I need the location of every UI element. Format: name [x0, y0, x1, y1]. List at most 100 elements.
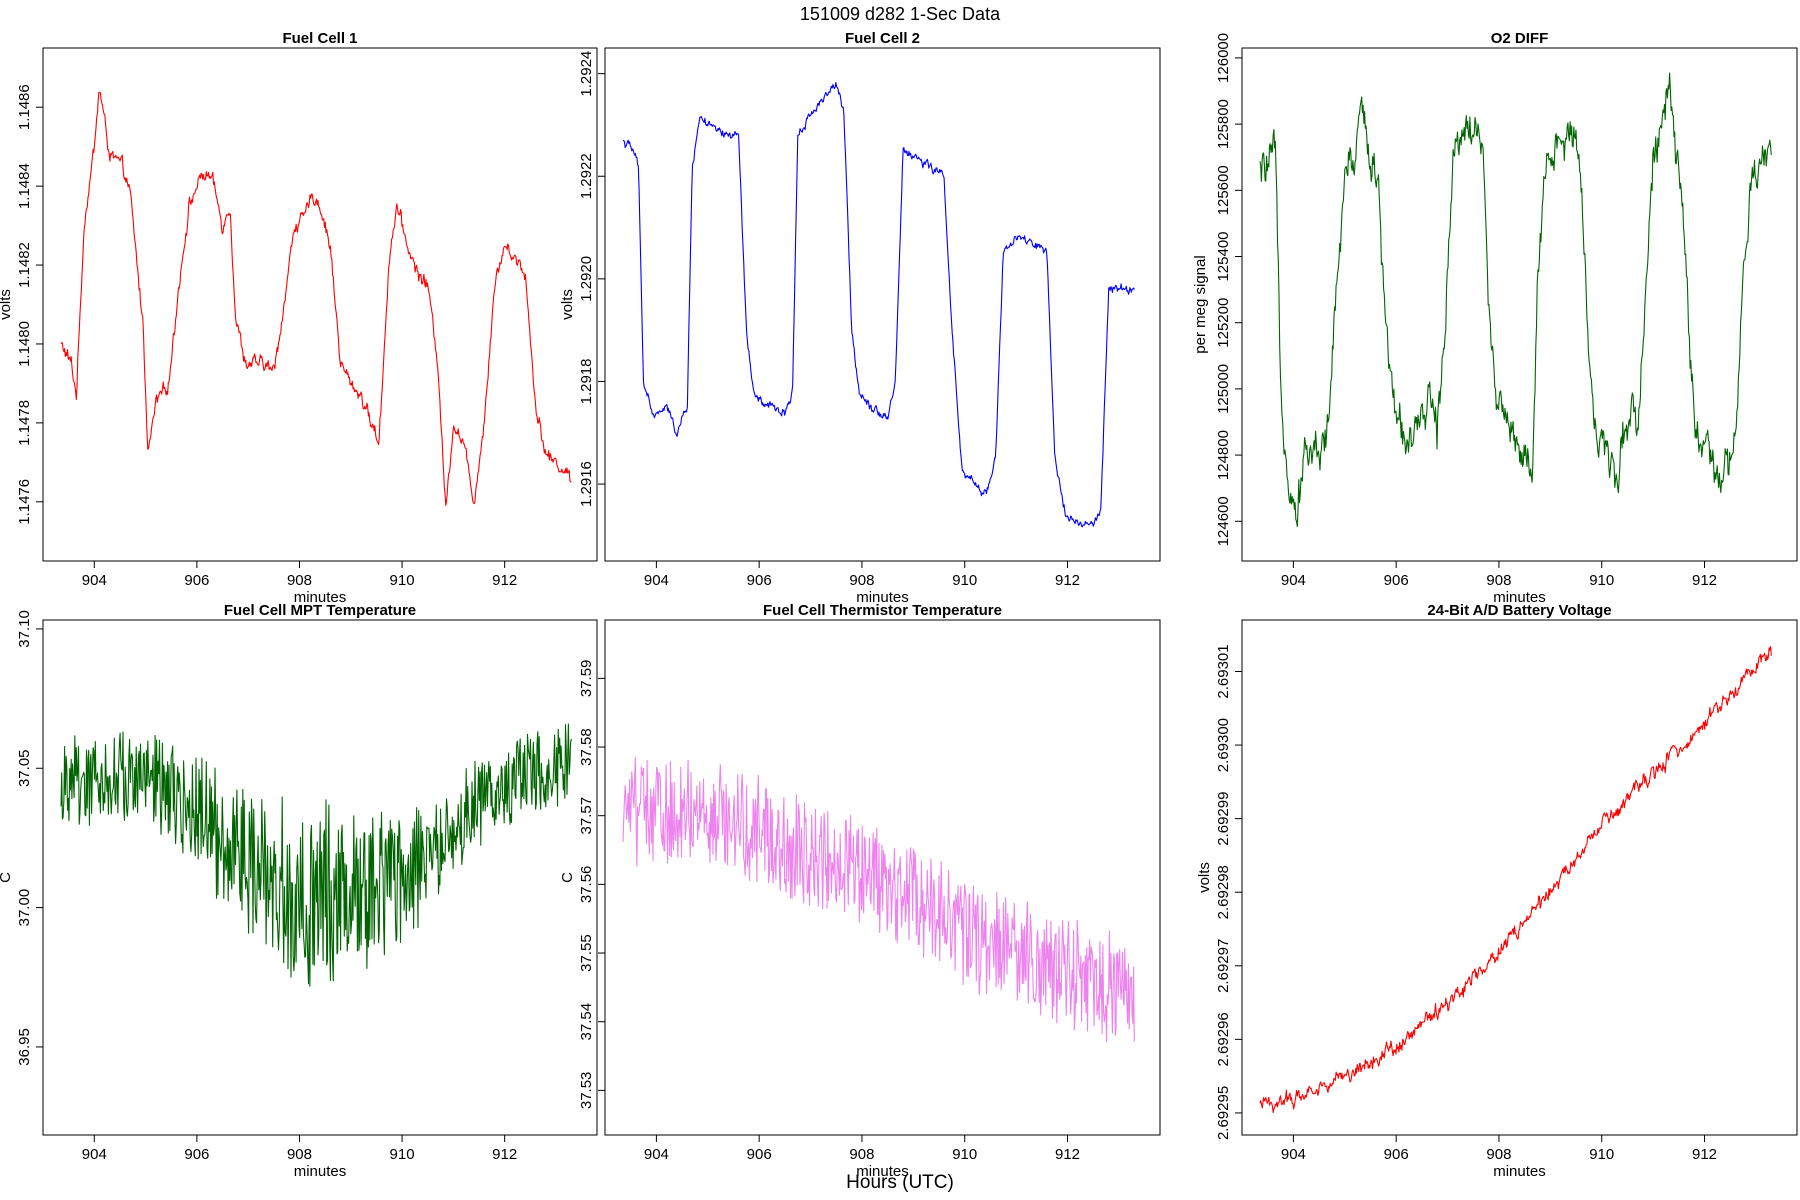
x-tick-label: 910 [1589, 572, 1614, 589]
panel-2: Fuel Cell 2 904 906 908 910 912 minutes 1.2916 1… [559, 30, 1161, 606]
panel-title: Fuel Cell 1 [282, 30, 357, 47]
x-tick-label: 912 [1055, 572, 1080, 589]
y-tick-label: 2.69295 [1215, 1086, 1232, 1140]
y-tick-label: 125400 [1215, 231, 1232, 281]
panel-3: O2 DIFF 904 906 908 910 912 minutes 124600 12480… [1192, 30, 1798, 606]
plot-frame [1241, 47, 1798, 562]
x-tick-label: 906 [747, 1146, 772, 1163]
y-tick-label: 37.57 [578, 797, 595, 835]
y-tick-label: 125800 [1215, 99, 1232, 149]
y-tick-label: 2.69301 [1215, 644, 1232, 698]
y-tick-label: 124600 [1215, 496, 1232, 546]
panel-title: O2 DIFF [1491, 30, 1549, 47]
x-axis-label: minutes [294, 589, 347, 606]
plot-frame [604, 47, 1161, 562]
series-line [1259, 646, 1772, 1114]
y-tick-label: 37.05 [16, 749, 33, 787]
x-tick-label: 906 [1384, 1146, 1409, 1163]
x-tick-label: 904 [82, 1146, 107, 1163]
x-tick-label: 908 [1486, 1146, 1511, 1163]
y-tick-label: 1.1476 [16, 479, 33, 525]
y-tick-label: 1.1486 [16, 84, 33, 130]
y-tick-label: 1.2924 [578, 51, 595, 97]
plot-frame [42, 619, 598, 1136]
x-tick-label: 906 [1384, 572, 1409, 589]
y-tick-label: 1.1482 [16, 242, 33, 288]
panel-4: Fuel Cell MPT Temperature 904 906 908 910 912… [0, 602, 598, 1180]
x-tick-label: 910 [952, 1146, 977, 1163]
panel-1: Fuel Cell 1 904 906 908 910 912 minutes 1.1476 1… [0, 30, 598, 606]
panel-title: 24-Bit A/D Battery Voltage [1427, 602, 1611, 619]
x-tick-label: 908 [849, 1146, 874, 1163]
x-tick-label: 910 [1589, 1146, 1614, 1163]
panel-title: Fuel Cell Thermistor Temperature [763, 602, 1002, 619]
panel-6: 24-Bit A/D Battery Voltage 904 906 908 910 91… [1196, 602, 1798, 1180]
y-tick-label: 2.69298 [1215, 865, 1232, 919]
x-tick-label: 906 [184, 572, 209, 589]
x-tick-label: 912 [492, 1146, 517, 1163]
y-tick-label: 126000 [1215, 33, 1232, 83]
y-tick-label: 1.2920 [578, 256, 595, 302]
y-tick-label: 1.1480 [16, 321, 33, 367]
y-tick-label: 1.2922 [578, 153, 595, 199]
figure-title: 151009 d282 1-Sec Data [800, 4, 1001, 24]
y-tick-label: 37.53 [578, 1072, 595, 1110]
series-line [622, 756, 1135, 1043]
y-tick-label: 1.2918 [578, 359, 595, 405]
y-tick-label: 125200 [1215, 298, 1232, 348]
y-tick-label: 37.10 [16, 610, 33, 648]
y-axis-label: volts [1196, 862, 1213, 893]
x-tick-label: 912 [1692, 1146, 1717, 1163]
x-tick-label: 904 [644, 572, 669, 589]
x-tick-label: 906 [747, 572, 772, 589]
y-tick-label: 36.95 [16, 1028, 33, 1066]
plot-frame [1241, 619, 1798, 1136]
x-tick-label: 904 [1281, 572, 1306, 589]
plot-frame [42, 47, 598, 562]
x-tick-label: 910 [952, 572, 977, 589]
x-tick-label: 904 [1281, 1146, 1306, 1163]
series-line [60, 723, 572, 987]
series-line [60, 91, 572, 506]
x-tick-label: 910 [390, 1146, 415, 1163]
x-tick-label: 912 [492, 572, 517, 589]
x-tick-label: 912 [1055, 1146, 1080, 1163]
x-tick-label: 908 [287, 572, 312, 589]
figure-xlabel: Hours (UTC) [846, 1172, 954, 1193]
y-axis-label: C [0, 872, 14, 883]
y-tick-label: 37.59 [578, 660, 595, 698]
y-tick-label: 37.55 [578, 934, 595, 972]
series-line [623, 82, 1135, 528]
panel-title: Fuel Cell MPT Temperature [224, 602, 416, 619]
x-tick-label: 908 [287, 1146, 312, 1163]
x-tick-label: 904 [82, 572, 107, 589]
x-tick-label: 904 [644, 1146, 669, 1163]
series-line [1259, 72, 1772, 528]
x-axis-label: minutes [856, 589, 909, 606]
plot-frame [604, 619, 1161, 1136]
y-axis-label: volts [0, 289, 14, 320]
y-axis-label: volts [559, 289, 576, 320]
y-tick-label: 2.69296 [1215, 1012, 1232, 1066]
y-tick-label: 37.00 [16, 889, 33, 927]
x-tick-label: 910 [390, 572, 415, 589]
y-tick-label: 124800 [1215, 430, 1232, 480]
x-tick-label: 906 [184, 1146, 209, 1163]
y-tick-label: 37.54 [578, 1003, 595, 1041]
x-axis-label: minutes [1493, 1163, 1546, 1180]
x-tick-label: 908 [849, 572, 874, 589]
y-tick-label: 1.2916 [578, 461, 595, 507]
x-axis-label: minutes [856, 1163, 909, 1180]
panel-title: Fuel Cell 2 [845, 30, 920, 47]
y-tick-label: 2.69300 [1215, 718, 1232, 772]
x-tick-label: 908 [1486, 572, 1511, 589]
y-tick-label: 1.1478 [16, 400, 33, 446]
x-axis-label: minutes [1493, 589, 1546, 606]
y-tick-label: 125000 [1215, 364, 1232, 414]
y-tick-label: 37.58 [578, 728, 595, 766]
y-axis-label: C [559, 872, 576, 883]
y-axis-label: per meg signal [1192, 255, 1209, 353]
y-tick-label: 37.56 [578, 866, 595, 904]
x-axis-label: minutes [294, 1163, 347, 1180]
